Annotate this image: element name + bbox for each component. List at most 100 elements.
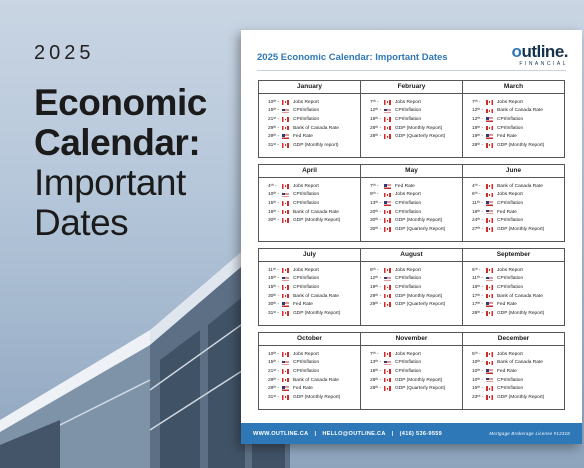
event-date: 30ᵗʰ - xyxy=(370,226,382,232)
event-row: 21ˢᵗ - CPI/Inflation xyxy=(268,115,360,124)
event-row: 31ˢᵗ - GDP (Monthly Report) xyxy=(268,393,360,402)
event-date: 15ᵗʰ - xyxy=(268,276,280,282)
event-list: 8ᵗʰ - Jobs Report 12ᵗʰ - CPI/Inflation 19ᵗʰ … xyxy=(361,262,462,309)
event-list: 5ᵗʰ - Jobs Report 10ᵗʰ - Bank of Canada Rat… xyxy=(463,346,564,402)
event-label: CPI/Inflation xyxy=(293,108,320,114)
canada-flag-icon xyxy=(384,100,391,105)
event-row: 17ᵗʰ - Bank of Canada Rate xyxy=(472,292,564,301)
us-flag-icon xyxy=(282,302,289,307)
month-box-august: August 8ᵗʰ - Jobs Report 12ᵗʰ - CPI/Inflatio… xyxy=(360,248,463,326)
event-row: 10ᵗʰ - Bank of Canada Rate xyxy=(472,359,564,368)
event-label: CPI/Inflation xyxy=(395,276,422,282)
canada-flag-icon xyxy=(486,227,493,232)
canada-flag-icon xyxy=(384,125,391,131)
us-flag-icon xyxy=(486,369,493,374)
event-label: Jobs Report xyxy=(395,267,421,273)
canada-flag-icon xyxy=(282,369,289,374)
footer-website[interactable]: WWW.OUTLINE.CA xyxy=(253,430,309,437)
month-box-april: April 4ᵗʰ - Jobs Report 10ᵗʰ - CPI/Inflation… xyxy=(258,164,361,242)
canada-flag-icon xyxy=(384,377,391,383)
event-label: Bank of Canada Rate xyxy=(293,125,339,131)
event-date: 30ᵗʰ - xyxy=(370,218,382,224)
month-grid: January 10ᵗʰ - Jobs Report 15ᵗʰ - CPI/Inflat… xyxy=(258,80,565,410)
month-name: May xyxy=(361,165,462,178)
event-date: 23ʳᵈ - xyxy=(472,394,484,400)
us-flag-icon xyxy=(486,276,493,282)
event-date: 29ᵗʰ - xyxy=(268,125,280,131)
canada-flag-icon xyxy=(486,192,493,198)
us-flag-icon xyxy=(486,117,493,122)
event-row: 29ᵗʰ - Bank of Canada Rate xyxy=(268,376,360,385)
event-row: 29ᵗʰ - Fed Rate xyxy=(268,132,360,141)
footer-email[interactable]: HELLO@OUTLINE.CA xyxy=(322,430,386,437)
us-flag-icon xyxy=(282,386,289,391)
canada-flag-icon xyxy=(486,352,493,357)
event-label: CPI/Inflation xyxy=(395,284,422,290)
event-date: 31ˢᵗ - xyxy=(268,394,279,400)
event-row: 10ᵗʰ - CPI/Inflation xyxy=(268,191,360,200)
event-row: 18ᵗʰ - CPI/Inflation xyxy=(370,367,462,376)
event-row: 28ᵗʰ - GDP (Quarterly Report) xyxy=(370,384,462,393)
event-date: 12ᵗʰ - xyxy=(370,108,382,114)
event-label: GDP (Monthly Report) xyxy=(395,218,443,224)
event-label: CPI/Inflation xyxy=(497,218,524,224)
event-date: 10ᵗʰ - xyxy=(472,368,484,374)
canada-flag-icon xyxy=(384,302,391,307)
month-name: April xyxy=(259,165,360,178)
event-row: 11ᵗʰ - CPI/Inflation xyxy=(472,199,564,208)
canada-flag-icon xyxy=(384,227,391,232)
document-title: 2025 Economic Calendar: Important Dates xyxy=(257,52,448,63)
us-flag-icon xyxy=(486,377,493,383)
month-name: August xyxy=(361,249,462,262)
event-label: GDP (Monthly Report) xyxy=(497,142,545,148)
event-label: Bank of Canada Rate xyxy=(293,377,339,383)
event-label: Jobs Report xyxy=(395,192,421,198)
canada-flag-icon xyxy=(384,117,391,122)
us-flag-icon xyxy=(486,201,493,206)
hero-year: 2025 xyxy=(34,42,95,64)
logo-o: o xyxy=(511,42,522,61)
event-row: 12ᵗʰ - CPI/Inflation xyxy=(370,107,462,116)
event-label: Jobs Report xyxy=(497,192,523,198)
event-label: Jobs Report xyxy=(293,183,319,189)
event-label: Fed Rate xyxy=(497,134,517,140)
event-label: CPI/Inflation xyxy=(293,360,320,366)
event-date: 11ᵗʰ - xyxy=(472,200,483,206)
event-list: 10ᵗʰ - Jobs Report 15ᵗʰ - CPI/Inflation 21ˢᵗ… xyxy=(259,94,360,150)
event-date: 10ᵗʰ - xyxy=(268,351,280,357)
event-label: Jobs Report xyxy=(497,267,523,273)
event-date: 15ᵗʰ - xyxy=(268,360,280,366)
event-row: 10ᵗʰ - Jobs Report xyxy=(268,350,360,359)
event-date: 4ᵗʰ - xyxy=(268,183,277,189)
canada-flag-icon xyxy=(486,311,493,316)
canada-flag-icon xyxy=(486,125,493,131)
event-label: Bank of Canada Rate xyxy=(497,293,543,299)
event-date: 13ᵗʰ - xyxy=(370,360,382,366)
event-row: 8ᵗʰ - Jobs Report xyxy=(370,266,462,275)
event-row: 29ᵗʰ - Fed Rate xyxy=(268,384,360,393)
event-row: 19ᵗʰ - Fed Rate xyxy=(472,132,564,141)
event-label: GDP (Quarterly Report) xyxy=(395,134,446,140)
us-flag-icon xyxy=(384,201,391,206)
event-date: 29ᵗʰ - xyxy=(268,377,280,383)
event-row: 31ˢᵗ - GDP (Monthly report) xyxy=(268,141,360,150)
event-row: 11ᵗʰ - CPI/Inflation xyxy=(472,275,564,284)
event-date: 15ᵗʰ - xyxy=(472,386,484,392)
footer-phone[interactable]: (416) 536-9559 xyxy=(399,430,443,437)
logo-subtitle: FINANCIAL xyxy=(519,61,568,67)
canada-flag-icon xyxy=(486,386,493,391)
event-date: 28ᵗʰ - xyxy=(370,386,382,392)
event-list: 7ᵗʰ - Jobs Report 12ᵗʰ - Bank of Canada Rat… xyxy=(463,94,564,150)
event-label: CPI/Inflation xyxy=(395,200,422,206)
us-flag-icon xyxy=(282,134,289,139)
canada-flag-icon xyxy=(486,108,493,114)
month-box-may: May 7ᵗʰ - Fed Rate 9ᵗʰ - Jobs Report 13ᵗʰ - CP… xyxy=(360,164,463,242)
event-date: 29ᵗʰ - xyxy=(370,293,382,299)
event-row: 28ᵗʰ - GDP (Monthly Report) xyxy=(472,141,564,150)
month-name: December xyxy=(463,333,564,346)
event-label: CPI/Inflation xyxy=(395,108,422,114)
event-date: 11ᵗʰ - xyxy=(472,276,483,282)
event-list: 11ᵗʰ - Jobs Report 15ᵗʰ - CPI/Inflation 15ᵗʰ… xyxy=(259,262,360,318)
event-date: 8ᵗʰ - xyxy=(370,267,379,273)
event-row: 29ᵗʰ - GDP (Quarterly Report) xyxy=(370,300,462,309)
